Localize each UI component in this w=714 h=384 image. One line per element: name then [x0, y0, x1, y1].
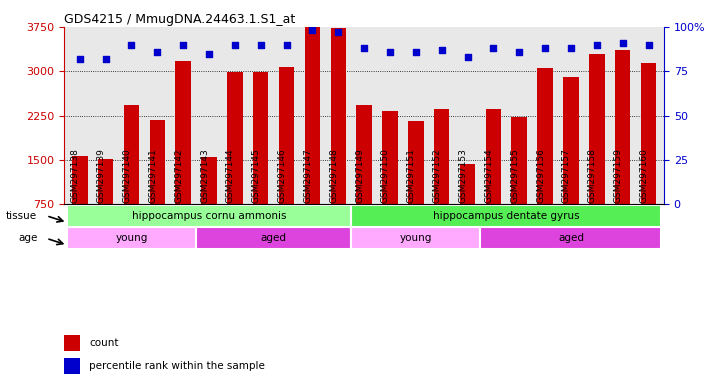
Bar [279, 66, 294, 249]
Text: GSM297148: GSM297148 [329, 149, 338, 203]
Text: GSM297142: GSM297142 [174, 149, 183, 203]
Text: GSM297155: GSM297155 [511, 148, 519, 203]
Text: GSM297147: GSM297147 [303, 149, 313, 203]
Point [255, 41, 266, 48]
Bar [434, 109, 449, 249]
Text: GDS4215 / MmugDNA.24463.1.S1_at: GDS4215 / MmugDNA.24463.1.S1_at [64, 13, 296, 26]
Bar [253, 72, 268, 249]
Text: GSM297150: GSM297150 [381, 148, 390, 203]
Bar [589, 53, 605, 249]
Bar [486, 109, 501, 249]
Text: GSM297152: GSM297152 [433, 149, 442, 203]
Bar [305, 28, 320, 249]
Bar [64, 358, 80, 374]
Text: GSM297144: GSM297144 [226, 149, 235, 203]
Bar [196, 227, 351, 249]
Text: GSM297151: GSM297151 [407, 148, 416, 203]
Bar [615, 50, 630, 249]
Text: GSM297145: GSM297145 [252, 149, 261, 203]
Point [436, 47, 448, 53]
Bar [201, 157, 217, 249]
Bar [351, 227, 481, 249]
Bar [481, 227, 661, 249]
Text: count: count [89, 338, 119, 348]
Point [358, 45, 370, 51]
Point [281, 41, 292, 48]
Text: aged: aged [261, 233, 286, 243]
Text: GSM297149: GSM297149 [355, 149, 364, 203]
Text: hippocampus dentate gyrus: hippocampus dentate gyrus [433, 211, 580, 221]
Text: percentile rank within the sample: percentile rank within the sample [89, 361, 266, 371]
Text: GSM297138: GSM297138 [71, 148, 80, 203]
Bar [98, 159, 114, 249]
Bar [67, 227, 196, 249]
Bar [382, 111, 398, 249]
Point [126, 41, 137, 48]
Bar [72, 156, 88, 249]
Point [151, 49, 163, 55]
Bar [356, 105, 372, 249]
Bar [149, 120, 165, 249]
Point [307, 27, 318, 33]
Text: GSM297158: GSM297158 [588, 148, 597, 203]
Bar [227, 72, 243, 249]
Text: GSM297154: GSM297154 [484, 149, 493, 203]
Point [410, 49, 421, 55]
Point [100, 56, 111, 62]
Bar [124, 105, 139, 249]
Text: GSM297146: GSM297146 [278, 149, 286, 203]
Bar [64, 335, 80, 351]
Text: age: age [18, 233, 37, 243]
Point [229, 41, 241, 48]
Bar [351, 205, 661, 227]
Point [333, 29, 344, 35]
Text: aged: aged [558, 233, 584, 243]
Text: GSM297139: GSM297139 [96, 148, 106, 203]
Text: GSM297140: GSM297140 [123, 149, 131, 203]
Point [643, 41, 654, 48]
Point [488, 45, 499, 51]
Bar [640, 63, 656, 249]
Point [74, 56, 86, 62]
Point [591, 41, 603, 48]
Text: tissue: tissue [6, 211, 37, 221]
Bar [331, 28, 346, 249]
Text: GSM297160: GSM297160 [640, 148, 648, 203]
Text: hippocampus cornu ammonis: hippocampus cornu ammonis [132, 211, 286, 221]
Text: GSM297157: GSM297157 [562, 148, 571, 203]
Point [513, 49, 525, 55]
Bar [67, 205, 351, 227]
Text: young: young [400, 233, 432, 243]
Point [565, 45, 577, 51]
Point [462, 54, 473, 60]
Text: GSM297159: GSM297159 [613, 148, 623, 203]
Bar [511, 118, 527, 249]
Bar [538, 68, 553, 249]
Point [384, 49, 396, 55]
Point [617, 40, 628, 46]
Bar [563, 77, 579, 249]
Text: GSM297156: GSM297156 [536, 148, 545, 203]
Point [203, 50, 215, 56]
Point [178, 41, 189, 48]
Text: young: young [115, 233, 148, 243]
Text: GSM297153: GSM297153 [458, 148, 468, 203]
Bar [460, 164, 476, 249]
Bar [176, 61, 191, 249]
Text: GSM297143: GSM297143 [200, 149, 209, 203]
Text: GSM297141: GSM297141 [149, 149, 157, 203]
Point [539, 45, 550, 51]
Bar [408, 121, 423, 249]
